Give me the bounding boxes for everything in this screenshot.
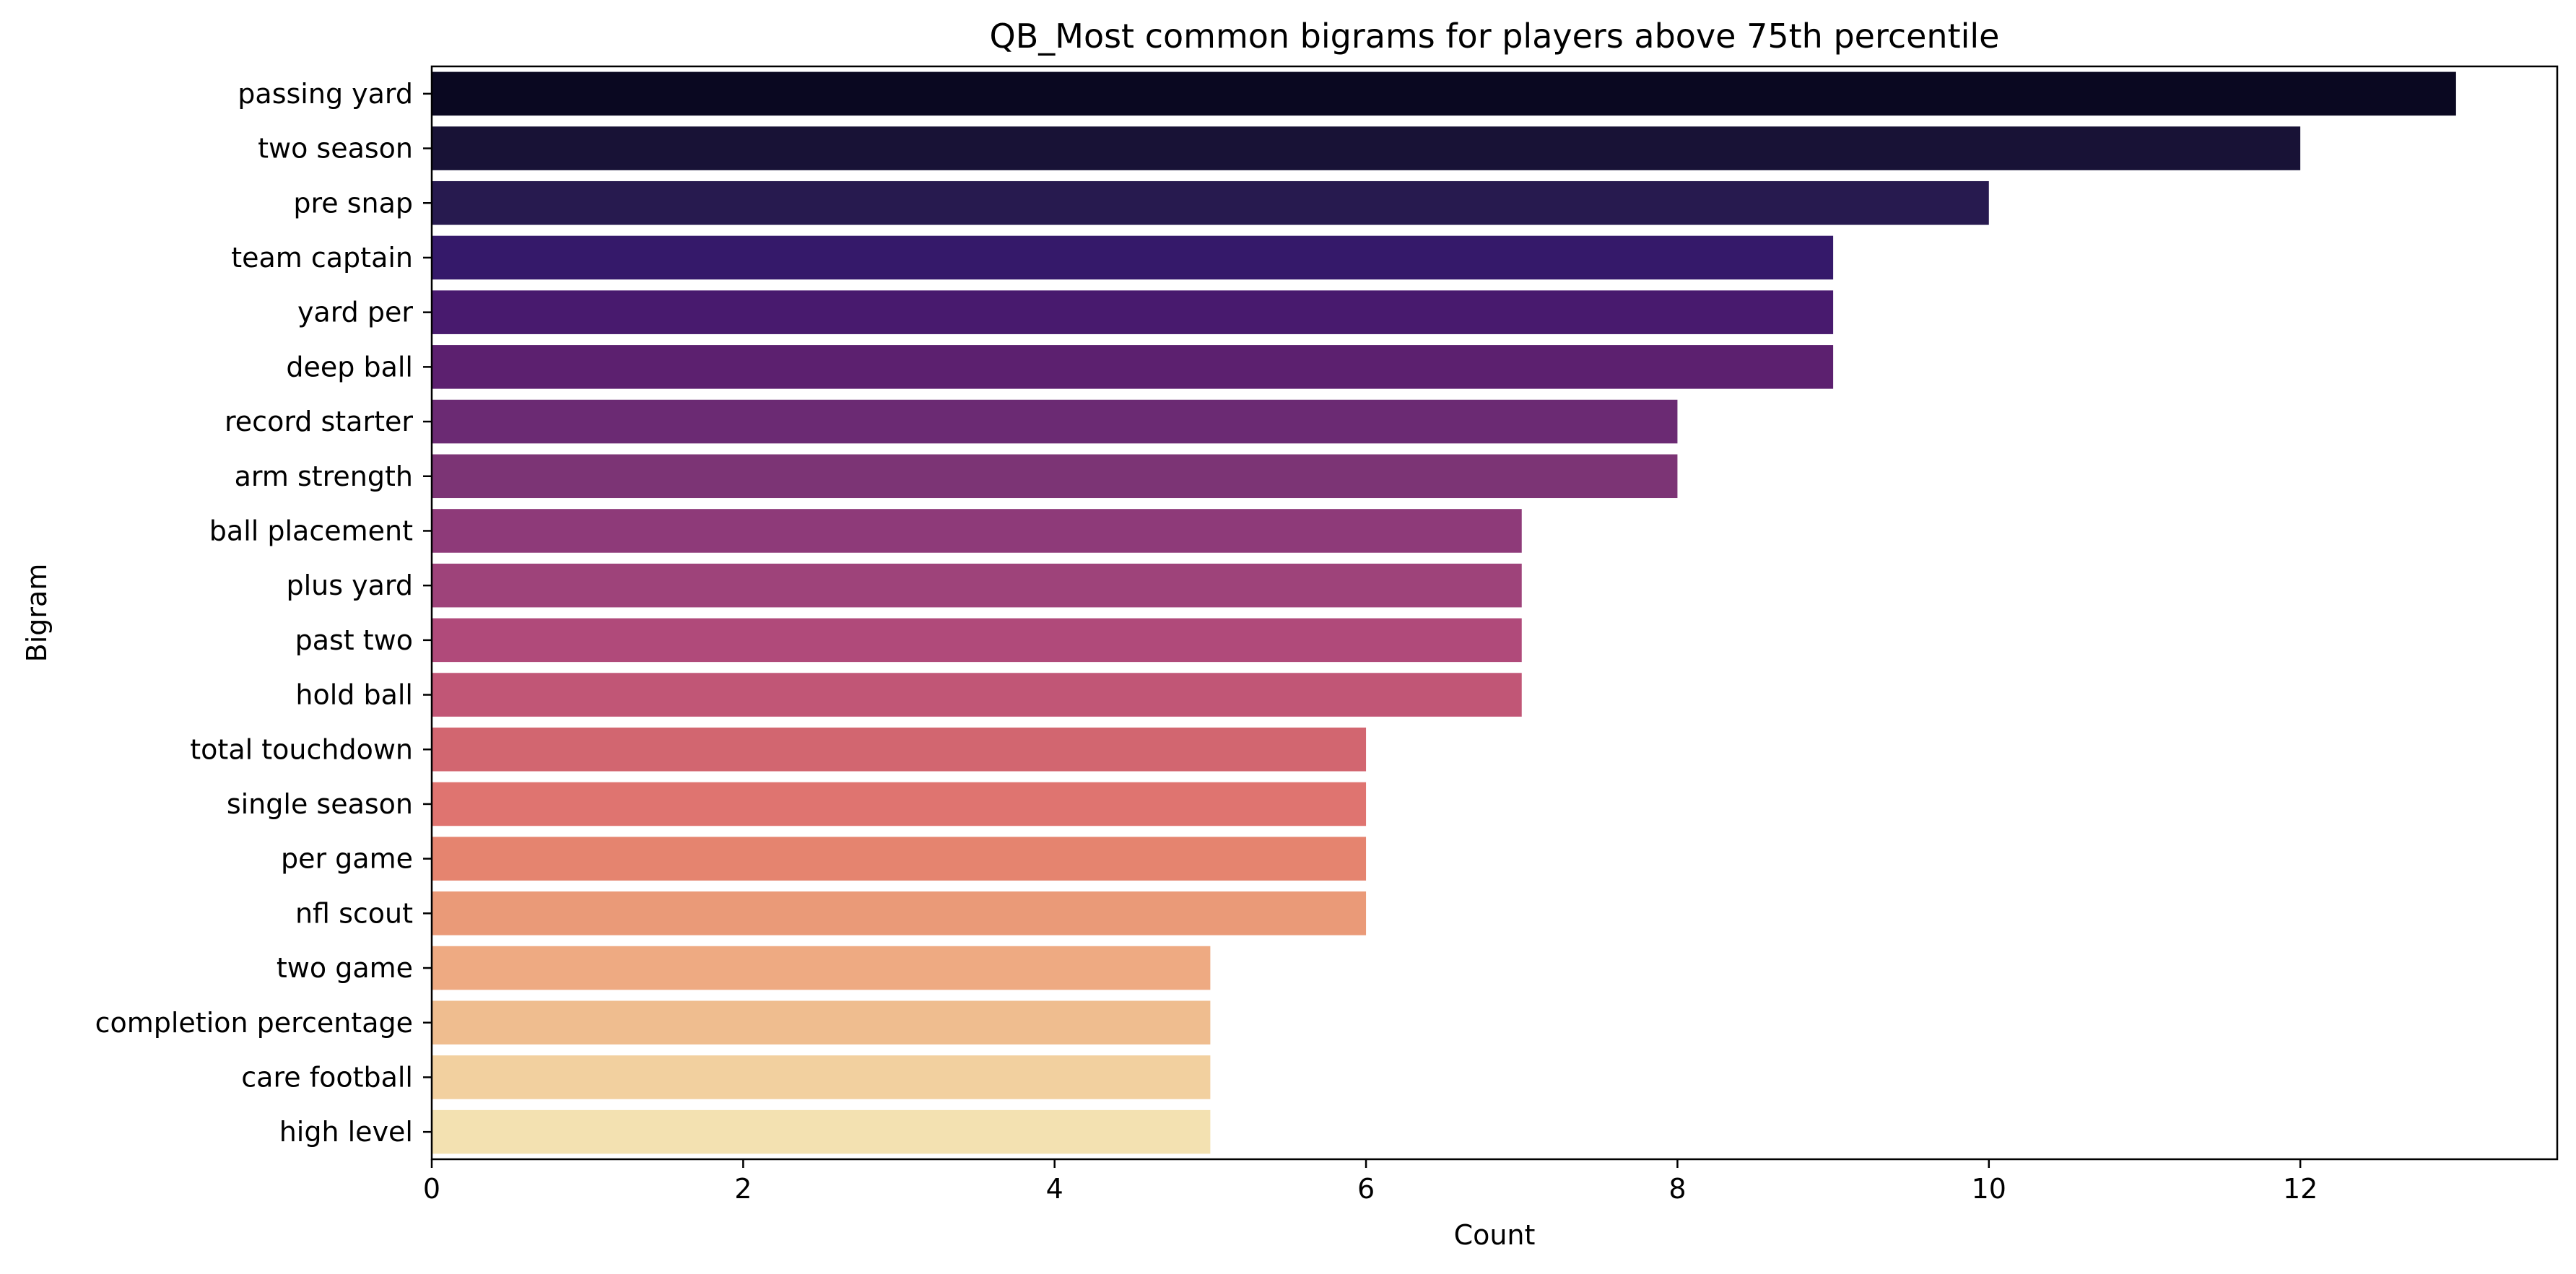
bar-total-touchdown [432,727,1367,772]
bar-nfl-scout [432,891,1367,935]
bar-record-starter [432,399,1678,444]
x-axis-label: Count [1454,1219,1536,1251]
y-tick-label: pre snap [293,187,413,219]
y-tick-label: team captain [231,242,413,274]
x-tick-label: 6 [1357,1173,1375,1205]
y-tick-label: passing yard [238,78,413,110]
bar-deep-ball [432,345,1834,389]
y-tick-label: deep ball [286,351,413,383]
bar-two-game [432,946,1211,990]
bar-hold-ball [432,673,1522,717]
y-tick-label: per game [281,843,413,875]
bar-per-game [432,837,1367,881]
x-tick-label: 2 [734,1173,752,1205]
y-tick-label: yard per [297,297,413,328]
y-tick-label: hold ball [295,679,413,711]
y-tick-label: nfl scout [295,897,413,929]
bar-completion-percentage [432,1000,1211,1045]
x-tick-label: 8 [1668,1173,1686,1205]
y-tick-label: plus yard [287,570,414,601]
bar-plus-yard [432,563,1522,608]
bar-care-football [432,1055,1211,1099]
x-axis: 0 2 4 6 8 10 12 [423,1159,2318,1205]
bar-two-season [432,126,2301,170]
x-tick-label: 10 [1972,1173,2006,1205]
x-tick-label: 4 [1046,1173,1063,1205]
bar-high-level [432,1109,1211,1154]
y-tick-label: high level [279,1116,413,1148]
y-tick-label: two season [258,133,413,165]
bar-yard-per [432,290,1834,334]
y-tick-label: total touchdown [190,733,413,765]
bar-pre-snap [432,180,1989,225]
chart-title: QB_Most common bigrams for players above… [989,17,1999,56]
plot-frame [430,65,2559,1161]
y-axis-label: Bigram [21,564,53,663]
bar-ball-placement [432,509,1522,553]
y-tick-label: care football [241,1061,413,1093]
y-tick-label: past two [295,624,413,656]
y-tick-label: completion percentage [95,1007,413,1039]
bar-past-two [432,618,1522,663]
x-tick-label: 0 [423,1173,440,1205]
y-tick-label: arm strength [235,461,413,492]
y-axis: passing yard two season pre snap team capta… [95,78,432,1148]
x-tick-label: 12 [2283,1173,2318,1205]
y-tick-label: ball placement [209,515,413,546]
bar-passing-yard [432,71,2456,116]
bar-single-season [432,782,1367,826]
y-tick-label: record starter [225,406,413,437]
y-tick-label: single season [227,788,413,820]
bar-team-captain [432,235,1834,280]
bars-group [432,71,2456,1154]
bar-arm-strength [432,454,1678,499]
y-tick-label: two game [277,952,413,984]
